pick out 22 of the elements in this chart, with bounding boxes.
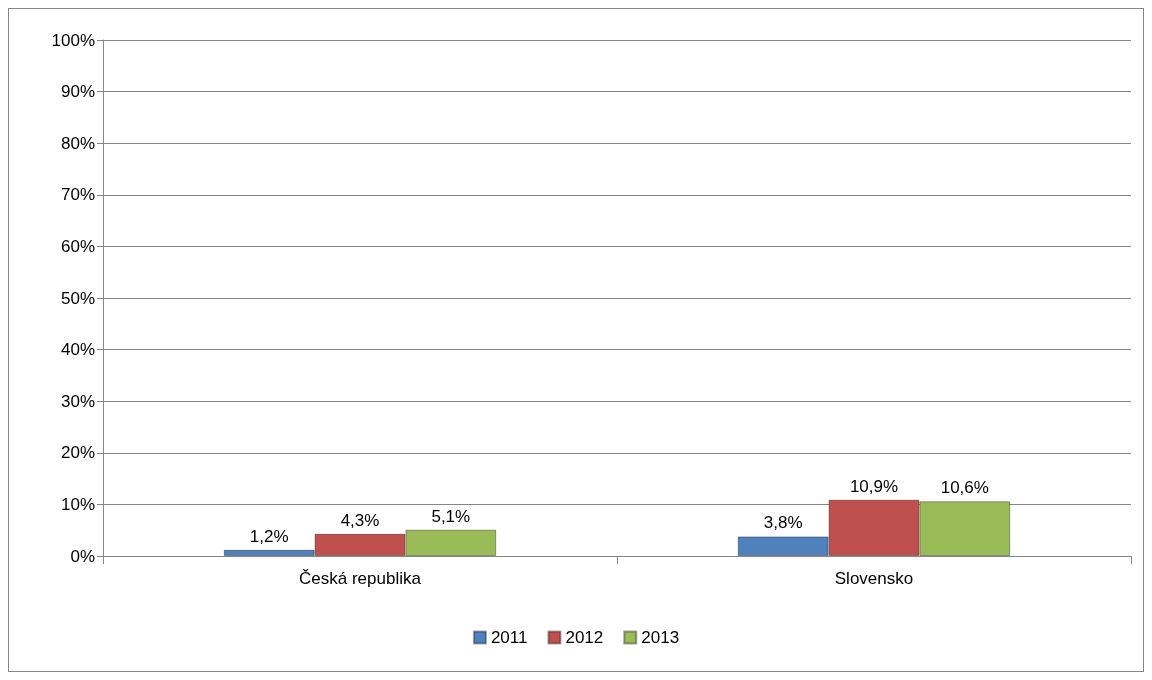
data-label: 5,1% bbox=[431, 506, 471, 526]
y-tick-label: 100% bbox=[51, 30, 95, 50]
x-tick-label: Česká republika bbox=[299, 569, 422, 588]
y-tick-label: 10% bbox=[60, 494, 95, 514]
y-tick-label: 30% bbox=[60, 391, 95, 411]
y-tick-label: 70% bbox=[60, 185, 95, 205]
data-label: 1,2% bbox=[249, 526, 289, 546]
y-tick-label: 0% bbox=[70, 546, 95, 566]
data-label: 4,3% bbox=[340, 510, 380, 530]
legend-label: 2012 bbox=[565, 628, 604, 647]
y-tick-label: 40% bbox=[60, 340, 95, 360]
y-tick-label: 60% bbox=[60, 236, 95, 256]
y-tick-label: 50% bbox=[60, 288, 95, 308]
y-tick-label: 90% bbox=[60, 82, 95, 102]
legend-label: 2011 bbox=[490, 628, 528, 647]
x-tick-label: Slovensko bbox=[834, 569, 914, 588]
legend-label: 2013 bbox=[641, 628, 680, 647]
data-label: 10,9% bbox=[849, 476, 899, 496]
data-label: 3,8% bbox=[763, 513, 803, 533]
y-tick-label: 20% bbox=[60, 443, 95, 463]
data-label: 10,6% bbox=[940, 478, 989, 498]
y-tick-label: 80% bbox=[60, 133, 95, 153]
